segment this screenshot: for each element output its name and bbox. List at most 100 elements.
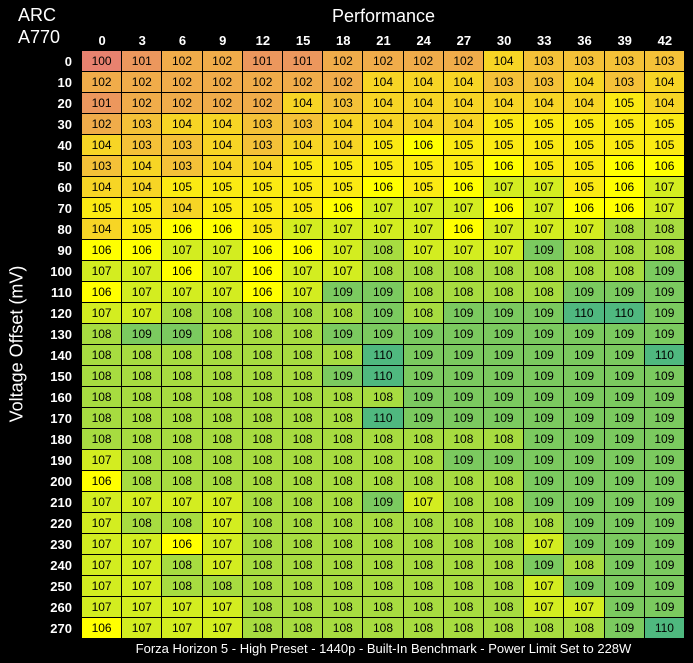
heatmap-cell: 108 xyxy=(162,345,202,365)
heatmap-cell: 108 xyxy=(283,345,323,365)
heatmap-cell: 108 xyxy=(242,471,282,491)
heatmap-cell: 108 xyxy=(323,387,363,407)
heatmap-cell: 107 xyxy=(82,555,122,575)
heatmap-cell: 109 xyxy=(484,366,524,386)
heatmap-cell: 104 xyxy=(644,72,684,92)
heatmap-cell: 101 xyxy=(82,93,122,113)
heatmap-cell: 108 xyxy=(403,450,443,470)
y-tick-label: 210 xyxy=(50,495,72,510)
y-tick-label: 180 xyxy=(50,432,72,447)
y-tick-label: 60 xyxy=(57,180,72,195)
heatmap-cell: 108 xyxy=(443,576,483,596)
heatmap-cell: 107 xyxy=(564,219,604,239)
heatmap-cell: 108 xyxy=(122,366,162,386)
heatmap-cell: 108 xyxy=(484,597,524,617)
heatmap-cell: 108 xyxy=(82,324,122,344)
heatmap-cell: 108 xyxy=(122,429,162,449)
heatmap-cell: 105 xyxy=(82,198,122,218)
x-tick-label: 0 xyxy=(98,33,106,48)
heatmap-cell: 108 xyxy=(242,366,282,386)
heatmap-cell: 104 xyxy=(363,72,403,92)
heatmap-cell: 108 xyxy=(283,597,323,617)
heatmap-cell: 107 xyxy=(484,219,524,239)
heatmap-cell: 108 xyxy=(162,555,202,575)
heatmap-cell: 108 xyxy=(363,429,403,449)
heatmap-cell: 107 xyxy=(323,240,363,260)
heatmap-cell: 107 xyxy=(122,597,162,617)
heatmap-cell: 107 xyxy=(202,534,242,554)
heatmap-cell: 104 xyxy=(283,93,323,113)
heatmap-cell: 109 xyxy=(564,429,604,449)
heatmap-cell: 108 xyxy=(202,471,242,491)
heatmap-cell: 108 xyxy=(202,345,242,365)
heatmap-cell: 107 xyxy=(283,219,323,239)
heatmap-cell: 108 xyxy=(82,366,122,386)
heatmap-cell: 106 xyxy=(82,471,122,491)
heatmap-cell: 107 xyxy=(82,450,122,470)
heatmap-cell: 108 xyxy=(122,387,162,407)
heatmap-cell: 109 xyxy=(524,387,564,407)
heatmap-cell: 109 xyxy=(604,429,644,449)
heatmap-cell: 108 xyxy=(242,576,282,596)
heatmap-cell: 109 xyxy=(604,597,644,617)
heatmap-cell: 103 xyxy=(242,135,282,155)
heatmap-cell: 105 xyxy=(122,219,162,239)
heatmap-cell: 108 xyxy=(363,387,403,407)
y-tick-label: 230 xyxy=(50,537,72,552)
heatmap-cell: 108 xyxy=(484,261,524,281)
y-tick-label: 140 xyxy=(50,348,72,363)
heatmap-cell: 108 xyxy=(202,576,242,596)
y-tick-label: 80 xyxy=(57,222,72,237)
heatmap-cell: 107 xyxy=(564,597,604,617)
heatmap-cell: 109 xyxy=(564,366,604,386)
heatmap-cell: 108 xyxy=(604,240,644,260)
heatmap-cell: 108 xyxy=(443,513,483,533)
heatmap-cell: 107 xyxy=(82,513,122,533)
heatmap-cell: 107 xyxy=(202,492,242,512)
heatmap-cell: 109 xyxy=(644,597,684,617)
heatmap-cell: 106 xyxy=(82,618,122,638)
heatmap-cell: 105 xyxy=(363,156,403,176)
heatmap-cell: 109 xyxy=(564,387,604,407)
y-tick-label: 100 xyxy=(50,264,72,279)
heatmap-cell: 107 xyxy=(202,618,242,638)
x-tick-label: 18 xyxy=(336,33,351,48)
heatmap-cell: 102 xyxy=(323,51,363,71)
heatmap-cell: 108 xyxy=(323,534,363,554)
heatmap-cell: 104 xyxy=(443,72,483,92)
x-tick-label: 30 xyxy=(496,33,512,48)
heatmap-cell: 106 xyxy=(484,198,524,218)
heatmap-cell: 107 xyxy=(283,282,323,302)
heatmap-cell: 109 xyxy=(604,576,644,596)
heatmap-cell: 106 xyxy=(443,219,483,239)
heatmap-cell: 108 xyxy=(323,345,363,365)
heatmap-cell: 107 xyxy=(82,261,122,281)
heatmap-cell: 106 xyxy=(564,198,604,218)
heatmap-cell: 109 xyxy=(644,324,684,344)
heatmap-cell: 108 xyxy=(242,324,282,344)
heatmap-cell: 109 xyxy=(604,513,644,533)
y-tick-label: 200 xyxy=(50,474,72,489)
heatmap-cell: 103 xyxy=(604,72,644,92)
heatmap-cell: 104 xyxy=(443,93,483,113)
heatmap-cell: 103 xyxy=(644,51,684,71)
heatmap-cell: 108 xyxy=(524,261,564,281)
heatmap-cell: 108 xyxy=(484,555,524,575)
heatmap-cell: 108 xyxy=(283,576,323,596)
heatmap-cell: 107 xyxy=(122,618,162,638)
heatmap-cell: 108 xyxy=(122,345,162,365)
heatmap-cell: 107 xyxy=(162,597,202,617)
heatmap-cell: 104 xyxy=(202,135,242,155)
y-tick-label: 160 xyxy=(50,390,72,405)
heatmap-cell: 103 xyxy=(82,156,122,176)
heatmap-cell: 108 xyxy=(323,429,363,449)
heatmap-cell: 110 xyxy=(644,345,684,365)
heatmap-cell: 109 xyxy=(323,282,363,302)
heatmap-cell: 104 xyxy=(403,72,443,92)
y-tick-label: 250 xyxy=(50,579,72,594)
heatmap-cell: 107 xyxy=(524,576,564,596)
x-tick-label: 33 xyxy=(537,33,552,48)
chart-footer: Forza Horizon 5 - High Preset - 1440p - … xyxy=(135,641,632,656)
heatmap-cell: 108 xyxy=(323,450,363,470)
heatmap-cell: 108 xyxy=(162,408,202,428)
